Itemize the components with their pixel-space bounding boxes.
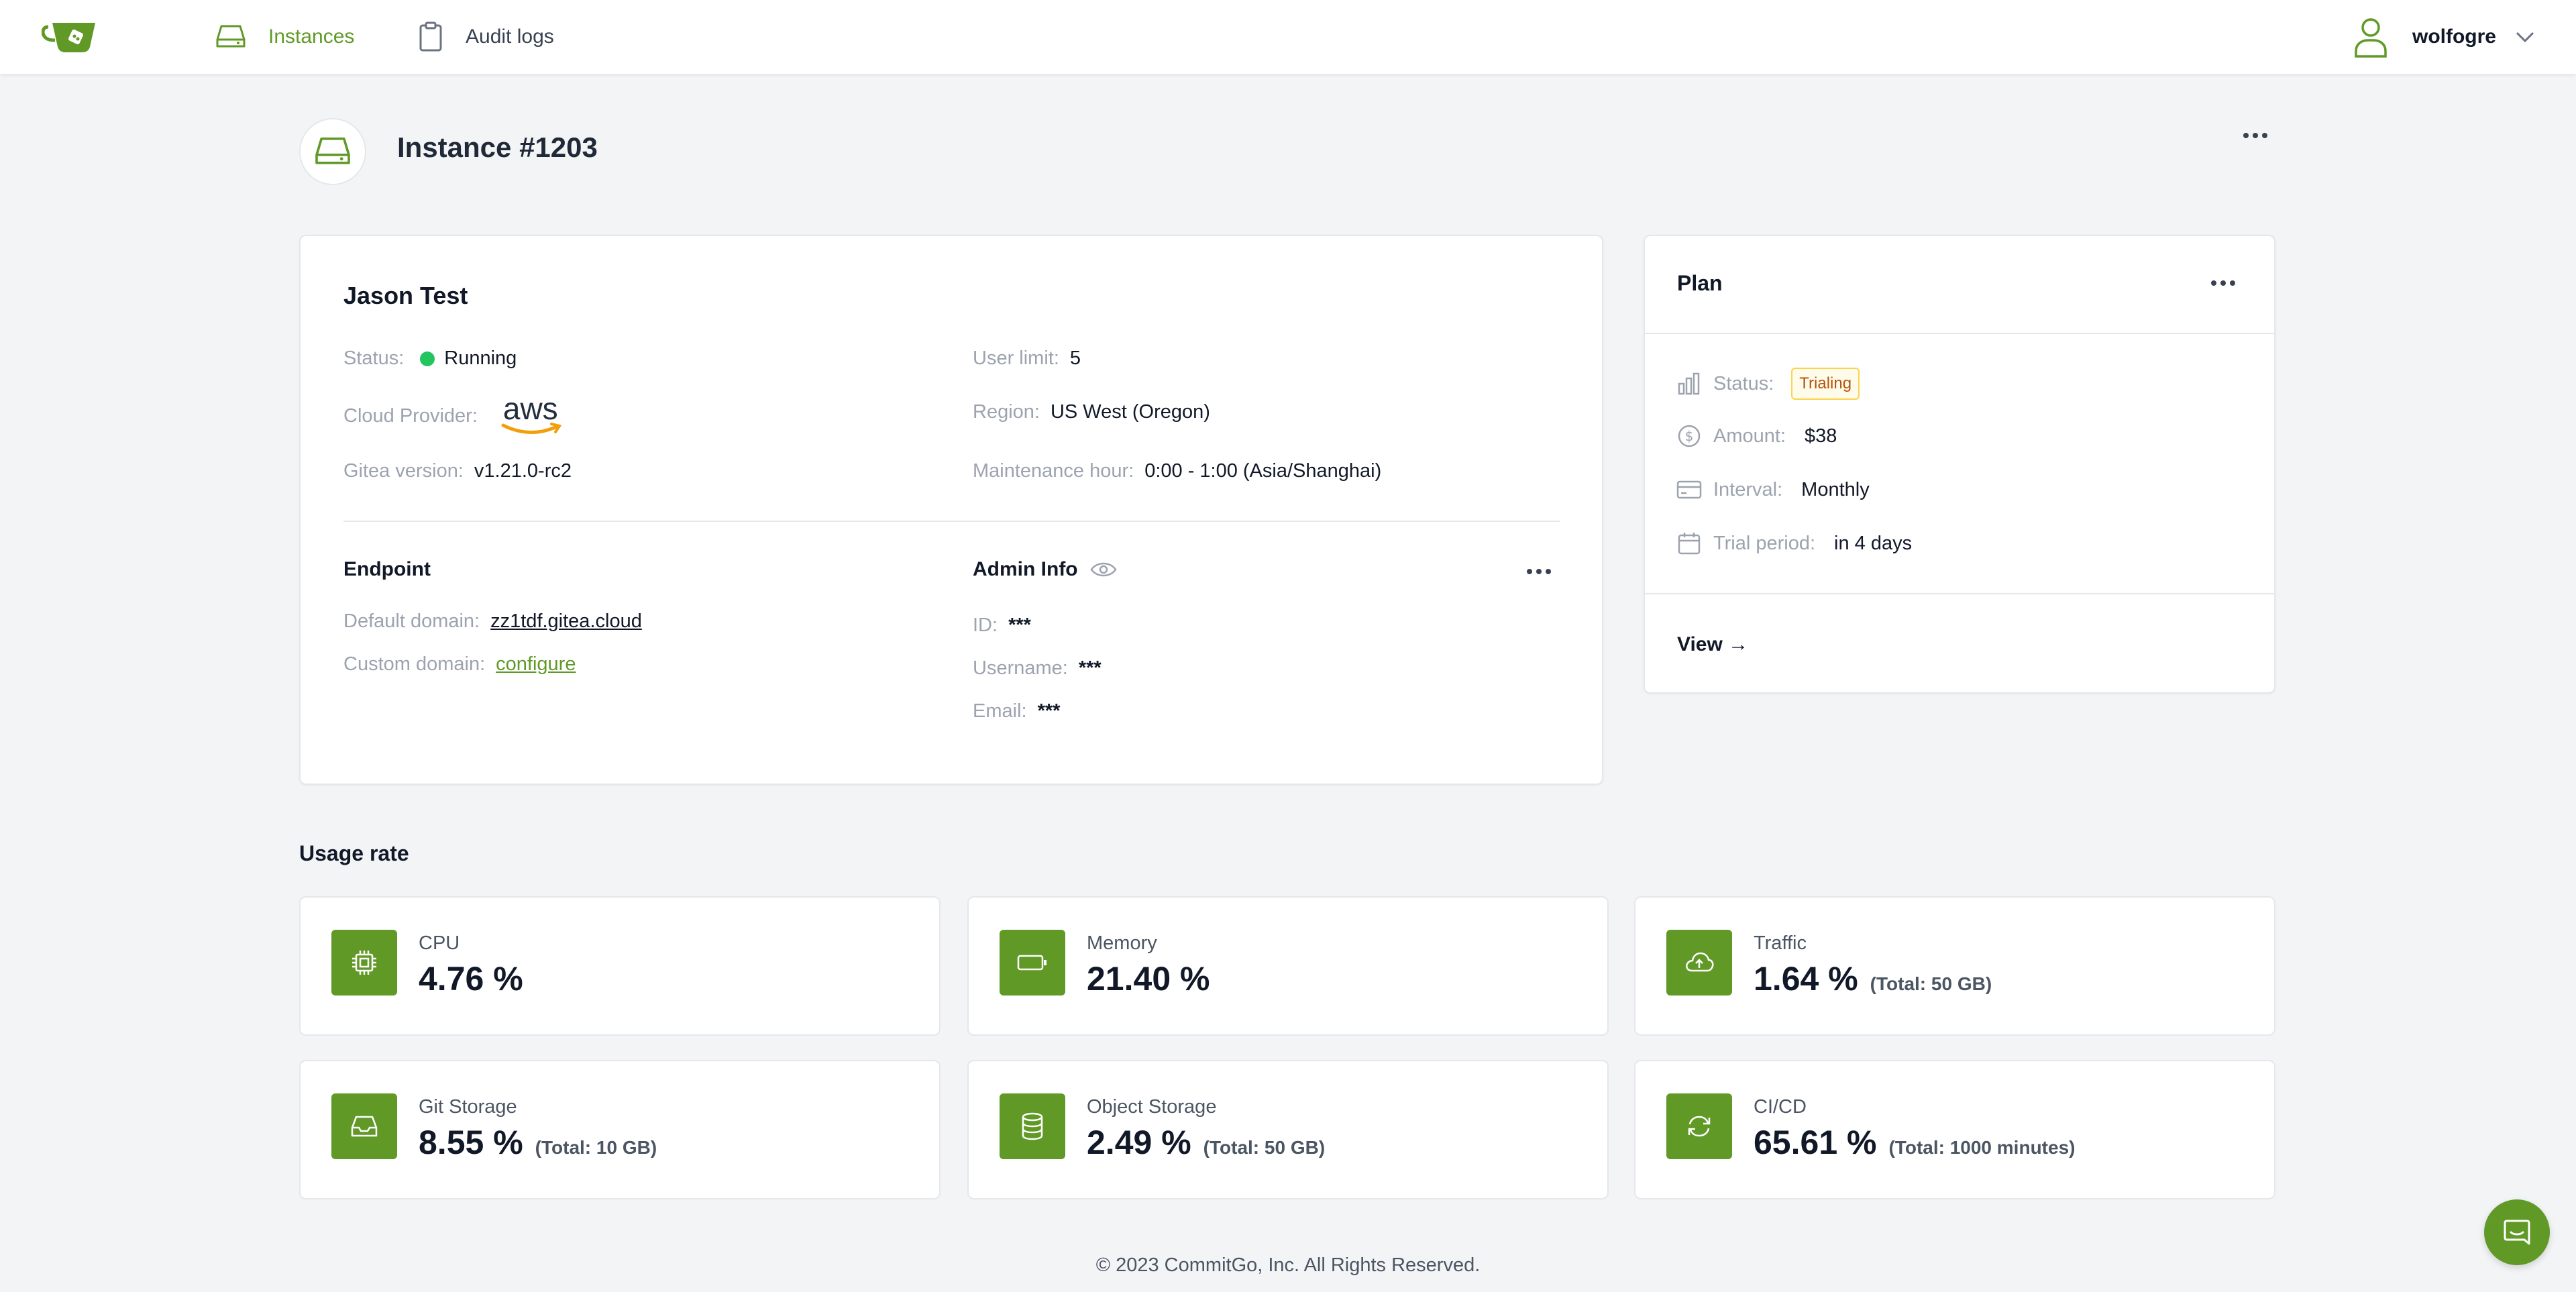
footer-copyright: © 2023 CommitGo, Inc. All Rights Reserve… xyxy=(1095,1254,1481,1276)
maintenance-hour-label: Maintenance hour: xyxy=(973,460,1134,482)
eye-icon[interactable] xyxy=(1090,560,1117,579)
aws-logo: aws xyxy=(500,391,565,437)
username-label: wolfogre xyxy=(2412,25,2496,48)
default-domain-label: Default domain: xyxy=(343,610,480,632)
divider xyxy=(343,521,1560,522)
divider xyxy=(1645,333,2274,334)
refresh-icon xyxy=(1688,1116,1711,1137)
status-label: Status: xyxy=(343,347,405,369)
usage-value: 21.40 % xyxy=(1087,960,1210,998)
usage-total: (Total: 1000 minutes) xyxy=(1888,1137,2076,1158)
battery-icon xyxy=(1017,955,1046,971)
user-limit-value: 5 xyxy=(1069,347,1081,369)
divider xyxy=(1645,593,2274,594)
admin-username-label: Username: xyxy=(973,657,1068,679)
usage-total: (Total: 50 GB) xyxy=(1870,973,1992,994)
usage-value: 1.64 % xyxy=(1754,960,1858,998)
status-badge: Trialing xyxy=(1791,368,1860,400)
logo-icon[interactable] xyxy=(42,20,98,55)
cloud-provider-label: Cloud Provider: xyxy=(343,405,478,427)
inbox-icon xyxy=(351,1116,378,1137)
chevron-down-icon xyxy=(2516,32,2534,43)
usage-card-cpu: CPU 4.76 % xyxy=(299,896,941,1036)
usage-name: Git Storage xyxy=(419,1096,517,1118)
usage-card-traffic: Traffic 1.64 % (Total: 50 GB) xyxy=(1634,896,2275,1036)
usage-card-git-storage: Git Storage 8.55 % (Total: 10 GB) xyxy=(299,1060,941,1199)
page-title: Instance #1203 xyxy=(397,131,598,163)
gitea-version-label: Gitea version: xyxy=(343,460,464,482)
bar-chart-icon xyxy=(1678,372,1700,395)
usage-value: 2.49 % xyxy=(1087,1124,1191,1161)
nav-audit-logs[interactable]: Audit logs xyxy=(419,0,554,74)
database-icon xyxy=(1022,1112,1043,1140)
admin-info-title: Admin Info xyxy=(973,558,1078,580)
credit-card-icon xyxy=(1676,480,1702,499)
admin-id-label: ID: xyxy=(973,614,998,636)
usage-card-memory: Memory 21.40 % xyxy=(967,896,1609,1036)
admin-username-value: *** xyxy=(1078,657,1102,679)
region-value: US West (Oregon) xyxy=(1050,401,1210,423)
plan-card: Plan Status: Trialing $ Amount: $38 Inte… xyxy=(1644,235,2275,694)
interval-value: Monthly xyxy=(1801,478,1870,500)
trial-period-value: in 4 days xyxy=(1834,532,1913,554)
custom-domain-label: Custom domain: xyxy=(343,653,486,675)
usage-title: Usage rate xyxy=(299,841,409,865)
usage-total: (Total: 50 GB) xyxy=(1203,1137,1326,1158)
maintenance-hour-value: 0:00 - 1:00 (Asia/Shanghai) xyxy=(1144,460,1382,482)
usage-name: CI/CD xyxy=(1754,1096,1807,1118)
endpoint-title: Endpoint xyxy=(343,558,431,580)
usage-name: CPU xyxy=(419,932,460,954)
clipboard-icon xyxy=(419,21,442,52)
cpu-icon xyxy=(352,951,376,975)
usage-value: 65.61 % xyxy=(1754,1124,1877,1161)
nav-audit-logs-label: Audit logs xyxy=(466,25,554,48)
region-label: Region: xyxy=(973,401,1040,423)
user-icon xyxy=(2355,18,2387,58)
gitea-version-value: v1.21.0-rc2 xyxy=(474,460,572,482)
usage-value: 8.55 % xyxy=(419,1124,523,1161)
svg-text:$: $ xyxy=(1685,428,1694,444)
instance-avatar xyxy=(299,118,366,185)
usage-total: (Total: 10 GB) xyxy=(535,1137,657,1158)
usage-value: 4.76 % xyxy=(419,960,523,998)
plan-status-label: Status: xyxy=(1713,372,1774,394)
status-value: Running xyxy=(444,347,517,369)
default-domain-link[interactable]: zz1tdf.gitea.cloud xyxy=(490,610,642,632)
admin-email-value: *** xyxy=(1037,700,1061,722)
admin-more-icon[interactable] xyxy=(1527,569,1551,574)
chat-icon xyxy=(2504,1220,2530,1245)
top-navigation-bar: Instances Audit logs wolfogre xyxy=(0,0,2576,74)
usage-name: Object Storage xyxy=(1087,1096,1217,1118)
usage-card-cicd: CI/CD 65.61 % (Total: 1000 minutes) xyxy=(1634,1060,2275,1199)
admin-id-value: *** xyxy=(1008,614,1031,636)
cloud-upload-icon xyxy=(1686,952,1714,972)
server-icon xyxy=(216,25,246,48)
nav-instances[interactable]: Instances xyxy=(216,0,354,74)
instance-name: Jason Test xyxy=(343,282,468,309)
instance-more-icon[interactable] xyxy=(2243,133,2267,138)
admin-email-label: Email: xyxy=(973,700,1027,722)
configure-link[interactable]: configure xyxy=(496,653,576,675)
plan-more-icon[interactable] xyxy=(2211,280,2235,286)
instance-details-card: Jason Test Status: Running Cloud Provide… xyxy=(299,235,1603,785)
user-menu[interactable]: wolfogre xyxy=(2353,15,2535,59)
user-limit-label: User limit: xyxy=(973,347,1059,369)
usage-name: Memory xyxy=(1087,932,1157,954)
usage-name: Traffic xyxy=(1754,932,1807,954)
usage-card-object-storage: Object Storage 2.49 % (Total: 50 GB) xyxy=(967,1060,1609,1199)
dollar-icon: $ xyxy=(1678,425,1701,447)
chat-button[interactable] xyxy=(2484,1199,2550,1265)
nav-instances-label: Instances xyxy=(268,25,355,48)
plan-title: Plan xyxy=(1677,271,1723,295)
amount-value: $38 xyxy=(1805,425,1837,447)
calendar-icon xyxy=(1678,533,1701,555)
running-indicator xyxy=(420,351,435,366)
amount-label: Amount: xyxy=(1713,425,1786,447)
interval-label: Interval: xyxy=(1713,478,1783,500)
view-plan-link[interactable]: View → xyxy=(1677,633,1749,655)
server-icon xyxy=(315,138,350,164)
trial-period-label: Trial period: xyxy=(1713,532,1816,554)
